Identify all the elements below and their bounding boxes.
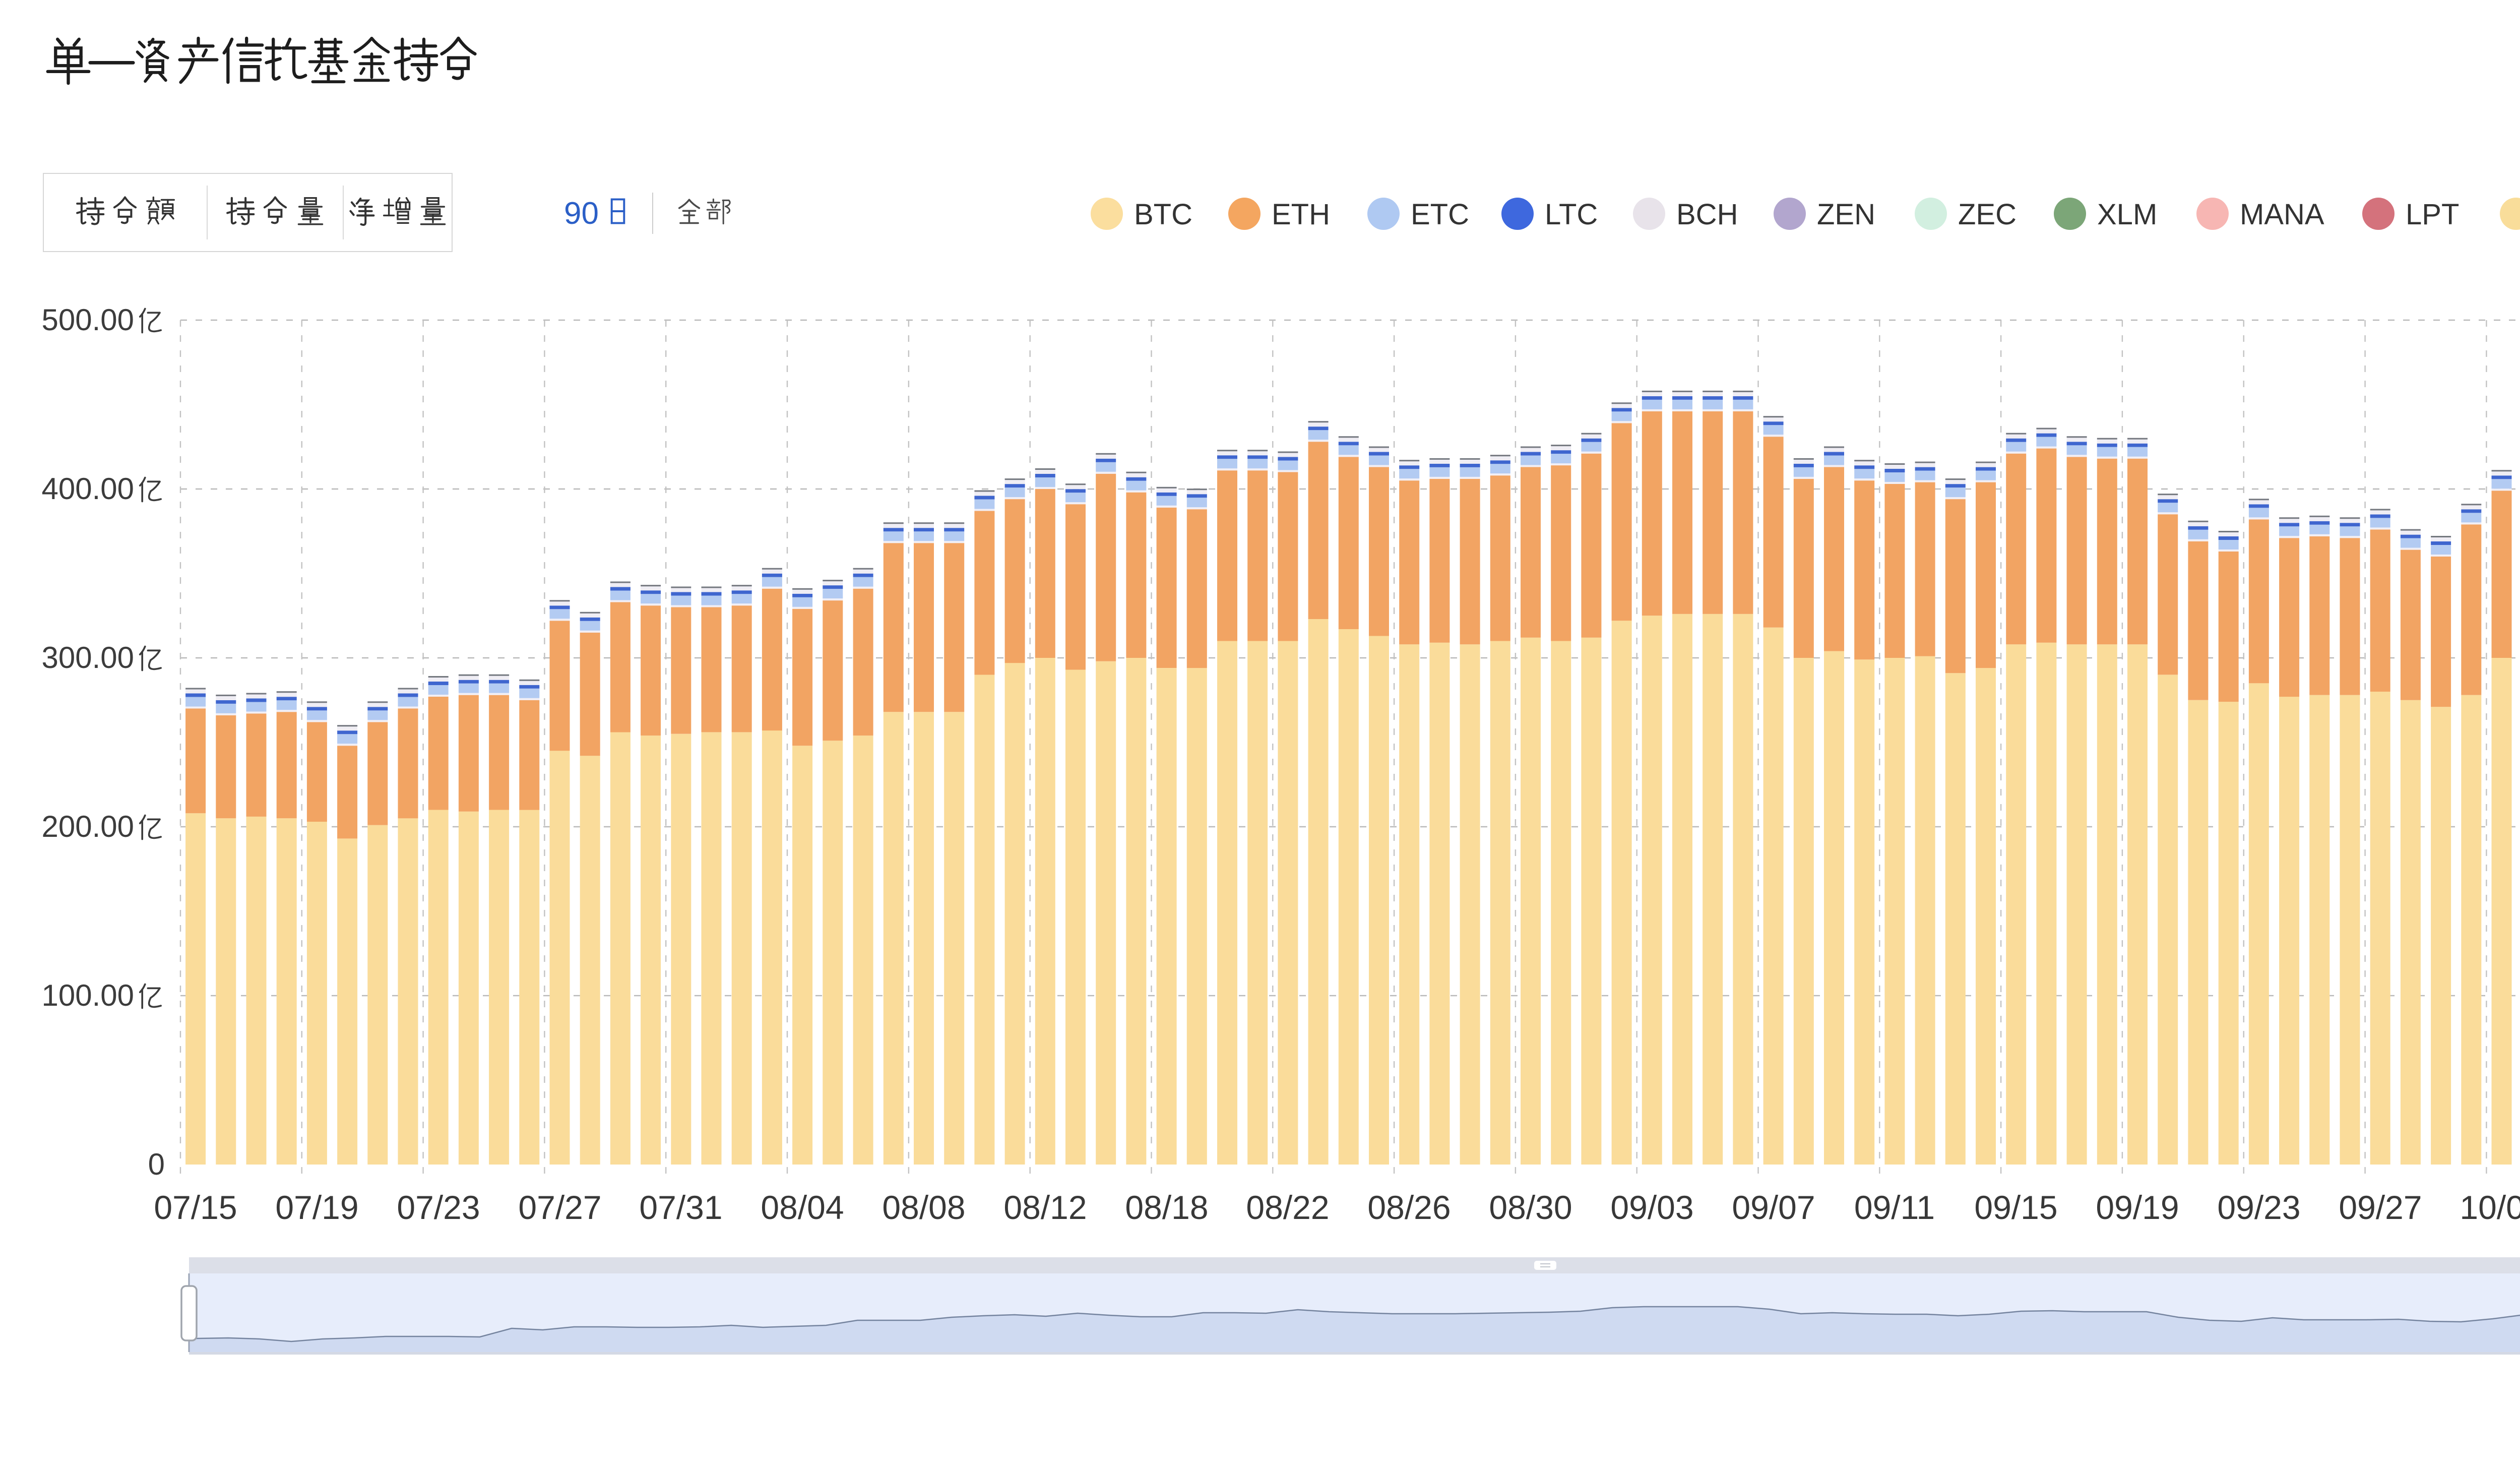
svg-text:09/19: 09/19 xyxy=(2096,1189,2179,1226)
svg-text:09/23: 09/23 xyxy=(2217,1189,2300,1226)
svg-text:08/12: 08/12 xyxy=(1003,1189,1087,1226)
svg-text:07/15: 07/15 xyxy=(154,1189,237,1226)
svg-text:09/11: 09/11 xyxy=(1854,1189,1935,1226)
svg-text:08/08: 08/08 xyxy=(882,1189,965,1226)
svg-text:08/04: 08/04 xyxy=(761,1189,844,1226)
svg-text:08/26: 08/26 xyxy=(1367,1189,1451,1226)
svg-text:100.00: 100.00 xyxy=(41,978,134,1012)
svg-text:07/19: 07/19 xyxy=(275,1189,358,1226)
svg-text:09/07: 09/07 xyxy=(1732,1189,1815,1226)
svg-text:200.00: 200.00 xyxy=(41,810,134,843)
svg-text:ZEN: ZEN xyxy=(1817,198,1875,231)
svg-text:07/27: 07/27 xyxy=(518,1189,601,1226)
svg-text:90: 90 xyxy=(564,196,599,231)
svg-text:09/03: 09/03 xyxy=(1610,1189,1693,1226)
svg-text:ETH: ETH xyxy=(1272,198,1330,231)
svg-text:300.00: 300.00 xyxy=(41,641,134,675)
svg-text:10/01: 10/01 xyxy=(2460,1189,2520,1226)
svg-text:BTC: BTC xyxy=(1134,198,1192,231)
svg-text:BCH: BCH xyxy=(1676,198,1738,231)
svg-text:ZEC: ZEC xyxy=(1958,198,2017,231)
svg-text:400.00: 400.00 xyxy=(41,472,134,506)
svg-text:09/15: 09/15 xyxy=(1974,1189,2057,1226)
svg-text:07/31: 07/31 xyxy=(639,1189,722,1226)
svg-text:XLM: XLM xyxy=(2097,198,2157,231)
svg-text:ETC: ETC xyxy=(1411,198,1469,231)
svg-text:08/22: 08/22 xyxy=(1246,1189,1329,1226)
svg-text:09/27: 09/27 xyxy=(2339,1189,2422,1226)
svg-text:0: 0 xyxy=(148,1147,165,1181)
svg-text:LPT: LPT xyxy=(2406,198,2459,231)
svg-text:LTC: LTC xyxy=(1545,198,1598,231)
svg-text:MANA: MANA xyxy=(2240,198,2324,231)
svg-text:500.00: 500.00 xyxy=(41,303,134,337)
svg-text:08/30: 08/30 xyxy=(1489,1189,1572,1226)
svg-text:08/18: 08/18 xyxy=(1125,1189,1208,1226)
svg-text:07/23: 07/23 xyxy=(397,1189,480,1226)
